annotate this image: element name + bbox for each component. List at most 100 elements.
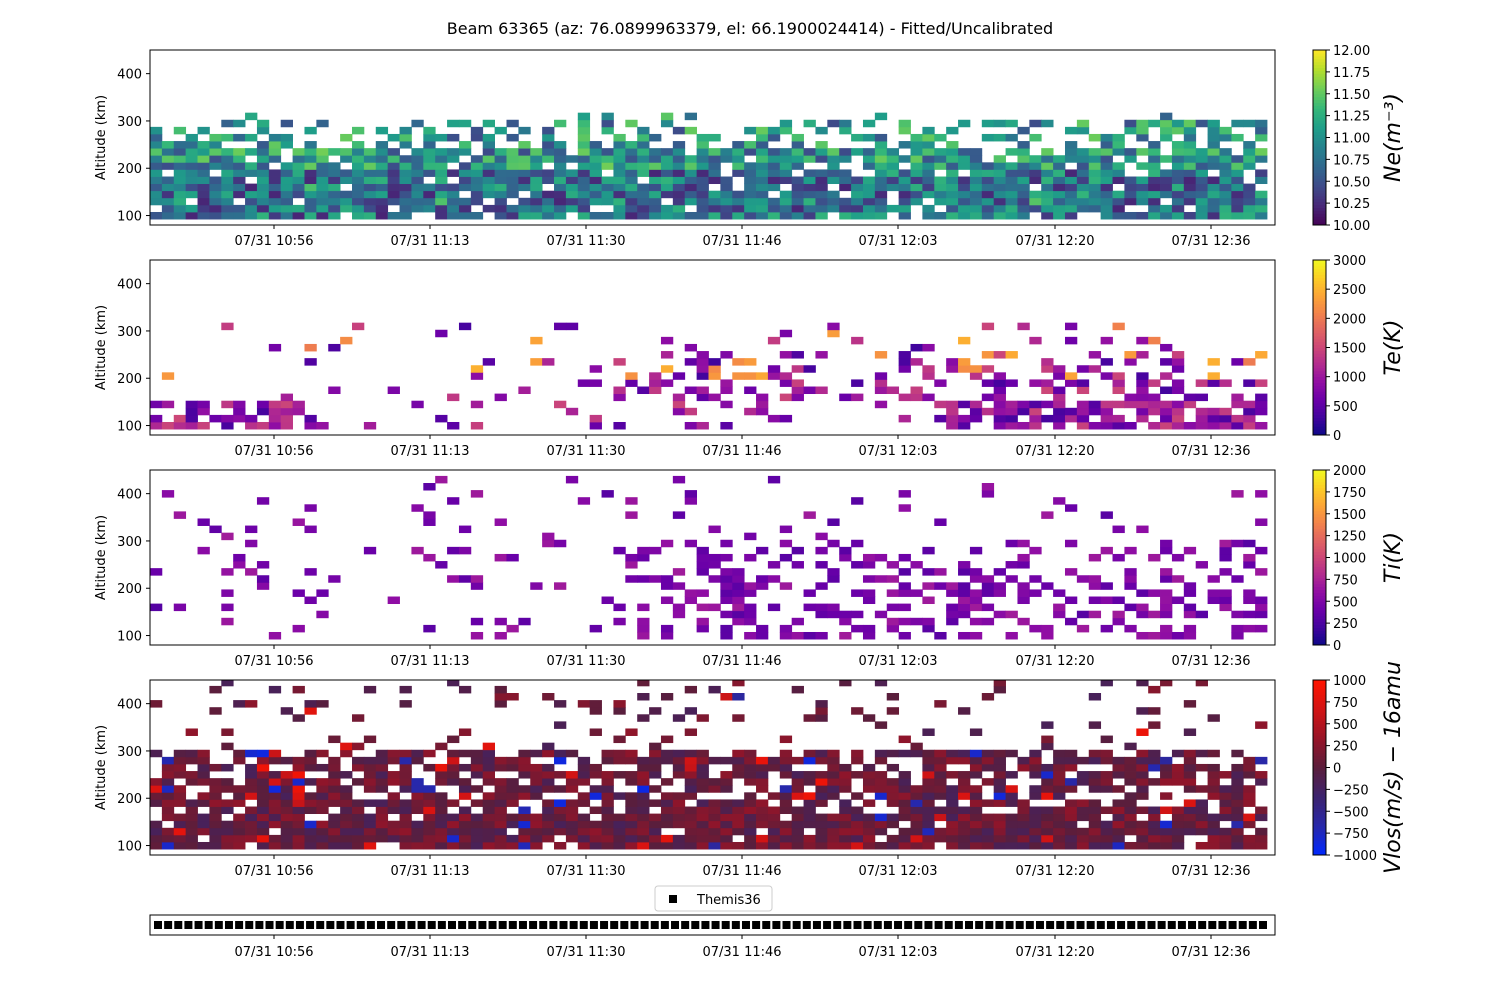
heatmap-cell bbox=[958, 400, 971, 409]
heatmap-cell bbox=[1064, 190, 1078, 199]
heatmap-cell bbox=[1219, 568, 1232, 576]
heatmap-cell bbox=[815, 204, 828, 213]
heatmap-cell bbox=[720, 778, 733, 786]
colorbar-step bbox=[1313, 309, 1326, 313]
heatmap-cell bbox=[1053, 386, 1066, 395]
heatmap-cell bbox=[969, 596, 983, 605]
colorbar-step bbox=[1313, 601, 1326, 605]
heatmap-cell bbox=[862, 197, 876, 206]
heatmap-cell bbox=[601, 756, 614, 765]
heatmap-cell bbox=[209, 827, 222, 836]
heatmap-cell bbox=[197, 176, 210, 185]
heatmap-cell bbox=[1088, 771, 1102, 779]
heatmap-cell bbox=[197, 169, 210, 177]
heatmap-cell bbox=[613, 162, 626, 170]
heatmap-cell bbox=[328, 148, 341, 156]
heatmap-cell bbox=[209, 820, 222, 829]
heatmap-cell bbox=[1124, 827, 1137, 836]
colorbar-step bbox=[1313, 820, 1326, 824]
heatmap-cell bbox=[197, 799, 210, 807]
heatmap-cell bbox=[1160, 610, 1173, 619]
heatmap-cell bbox=[268, 756, 282, 765]
heatmap-cell bbox=[209, 197, 222, 206]
heatmap-cell bbox=[981, 133, 995, 142]
heatmap-cell bbox=[363, 763, 377, 772]
heatmap-cell bbox=[684, 841, 698, 850]
heatmap-cell bbox=[542, 806, 555, 815]
heatmap-cell bbox=[981, 490, 995, 498]
heatmap-cell bbox=[1171, 365, 1185, 373]
heatmap-cell bbox=[1100, 197, 1113, 206]
heatmap-cell bbox=[613, 393, 626, 402]
heatmap-cell bbox=[625, 190, 638, 199]
heatmap-cell bbox=[1041, 778, 1054, 786]
heatmap-cell bbox=[494, 834, 507, 843]
heatmap-cell bbox=[791, 176, 804, 185]
heatmap-cell bbox=[732, 596, 745, 605]
heatmap-cell bbox=[363, 756, 377, 765]
heatmap-cell bbox=[352, 756, 365, 765]
heatmap-cell bbox=[672, 162, 686, 170]
colorbar-step bbox=[1313, 411, 1326, 416]
heatmap-cell bbox=[672, 204, 686, 213]
heatmap-cell bbox=[363, 155, 377, 163]
heatmap-cell bbox=[1029, 813, 1042, 822]
heatmap-cell bbox=[185, 400, 198, 409]
heatmap-cell bbox=[839, 778, 852, 786]
heatmap-cell bbox=[173, 827, 187, 836]
heatmap-cell bbox=[1053, 834, 1066, 843]
heatmap-cell bbox=[684, 834, 698, 843]
colorbar-step bbox=[1313, 350, 1326, 354]
colorbar-step bbox=[1313, 175, 1326, 179]
heatmap-cell bbox=[1183, 624, 1197, 633]
heatmap-cell bbox=[458, 749, 472, 758]
heatmap-cell bbox=[458, 322, 472, 331]
colorbar-tick-label: 500 bbox=[1333, 718, 1358, 733]
heatmap-cell bbox=[1148, 631, 1161, 640]
heatmap-cell bbox=[1064, 336, 1078, 345]
x-tick-label: 07/31 12:36 bbox=[1171, 444, 1250, 459]
heatmap-cell bbox=[625, 799, 638, 807]
colorbar-step bbox=[1313, 735, 1326, 739]
heatmap-cell bbox=[221, 603, 234, 612]
heatmap-cell bbox=[815, 190, 828, 199]
heatmap-cell bbox=[839, 763, 852, 772]
colorbar-step bbox=[1313, 697, 1326, 701]
colorbar-step bbox=[1313, 493, 1326, 497]
heatmap-cell bbox=[447, 799, 460, 807]
heatmap-cell bbox=[613, 735, 626, 744]
heatmap-cell bbox=[946, 141, 959, 149]
heatmap-cell bbox=[530, 827, 543, 836]
heatmap-cell bbox=[161, 490, 175, 498]
colorbar-step bbox=[1313, 283, 1326, 287]
heatmap-cell bbox=[518, 834, 531, 843]
heatmap-cell bbox=[280, 813, 293, 822]
heatmap-cell bbox=[660, 735, 674, 744]
heatmap-cell bbox=[1076, 183, 1090, 192]
heatmap-cell bbox=[708, 190, 721, 199]
heatmap-cell bbox=[577, 778, 591, 786]
heatmap-cell bbox=[613, 700, 626, 708]
heatmap-cell bbox=[268, 400, 282, 409]
heatmap-cell bbox=[969, 799, 983, 807]
heatmap-cell bbox=[399, 685, 412, 694]
heatmap-cell bbox=[340, 155, 353, 163]
heatmap-cell bbox=[1017, 400, 1030, 409]
heatmap-cell bbox=[268, 785, 282, 793]
heatmap-cell bbox=[399, 700, 412, 708]
heatmap-cell bbox=[577, 792, 591, 800]
heatmap-cell bbox=[304, 700, 317, 708]
heatmap-cell bbox=[1029, 756, 1042, 765]
heatmap-cell bbox=[577, 169, 591, 177]
heatmap-cell bbox=[886, 169, 900, 177]
heatmap-cell bbox=[1088, 756, 1102, 765]
heatmap-cell bbox=[1243, 204, 1256, 213]
heatmap-cell bbox=[363, 820, 377, 829]
heatmap-cell bbox=[173, 763, 187, 772]
heatmap-cell bbox=[577, 197, 591, 206]
heatmap-cell bbox=[375, 197, 389, 206]
heatmap-cell bbox=[874, 351, 888, 359]
heatmap-cell bbox=[1231, 827, 1244, 836]
heatmap-cell bbox=[1255, 603, 1268, 612]
heatmap-cell bbox=[565, 407, 579, 416]
